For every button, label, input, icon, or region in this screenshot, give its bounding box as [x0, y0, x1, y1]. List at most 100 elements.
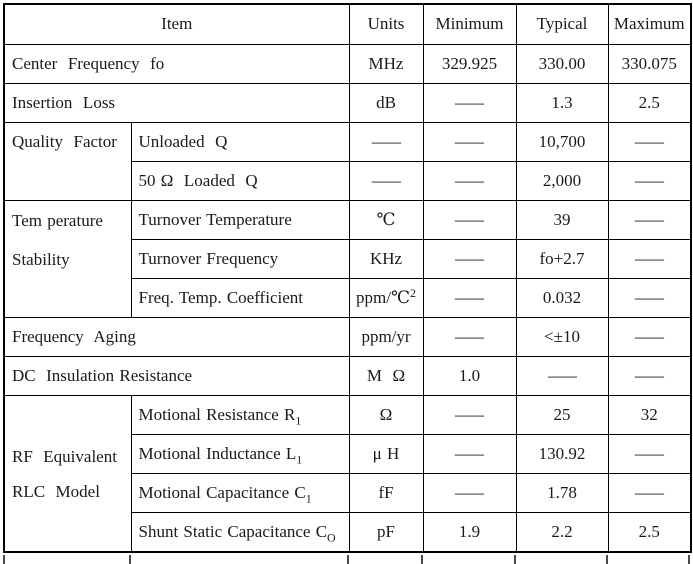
header-row: Item Units Minimum Typical Maximum — [3, 3, 692, 45]
minimum-value: — — [455, 131, 484, 151]
cell-maximum: — — [607, 316, 692, 358]
cell-maximum: — — [607, 277, 692, 318]
units-value: pF — [377, 522, 395, 542]
col-header-minimum: Minimum — [422, 3, 517, 45]
minimum-value: — — [455, 170, 484, 190]
cell-maximum: 2.5 — [607, 512, 692, 553]
col-header-typical-label: Typical — [536, 14, 588, 34]
cell-minimum: — — [422, 473, 517, 514]
table-row: DC Insulation Resistance M Ω 1.0 — — — [3, 355, 692, 397]
item-subscript: 1 — [295, 413, 302, 428]
item-label: Unloaded Q — [138, 131, 228, 151]
typical-value: 130.92 — [538, 444, 586, 464]
cell-typical: 10,700 — [515, 121, 609, 162]
maximum-value: 32 — [640, 405, 658, 425]
item-subscript: O — [327, 530, 336, 545]
table-row: Motional Inductance L1 μ H — 130.92 — — [4, 434, 692, 475]
minimum-value: — — [455, 248, 484, 268]
cell-units: μ H — [348, 434, 424, 475]
spec-table: Item Units Minimum Typical Maximum Cente… — [3, 3, 692, 553]
cell-units: dB — [348, 82, 424, 123]
units-value: ℃ — [376, 209, 396, 229]
table-row: Tem perature Stability Turnover Temperat… — [3, 199, 692, 318]
units-value: MHz — [368, 53, 404, 73]
cut-off-table-line — [129, 555, 131, 564]
minimum-value: — — [455, 287, 484, 307]
cell-units: ℃ — [348, 199, 424, 240]
typical-value: fo+2.7 — [539, 248, 585, 268]
cut-off-table-line — [688, 555, 690, 564]
maximum-value: — — [634, 209, 664, 229]
cell-minimum: 329.925 — [422, 43, 517, 84]
table-row: Quality Factor Unloaded Q — — 10,700 — — [3, 121, 692, 201]
cut-off-table-line — [347, 555, 349, 564]
item-label: Turnover Temperature — [138, 209, 292, 229]
maximum-value: — — [634, 287, 664, 307]
cut-off-table-line — [3, 555, 5, 564]
cell-typical: 39 — [515, 199, 609, 240]
cell-typical: 130.92 — [515, 434, 609, 475]
cell-minimum: — — [422, 316, 517, 358]
typical-value: 10,700 — [538, 131, 586, 151]
item-subscript: 1 — [305, 491, 312, 506]
cell-minimum: — — [422, 82, 517, 123]
table-row: Center Frequency fo MHz 329.925 330.00 3… — [3, 43, 692, 84]
cell-units: fF — [348, 473, 424, 514]
cell-typical: 330.00 — [515, 43, 609, 84]
cell-item: Motional Inductance L1 — [130, 434, 350, 475]
cell-typical: 1.3 — [515, 82, 609, 123]
cell-minimum: — — [422, 238, 517, 279]
col-header-minimum-label: Minimum — [435, 14, 504, 34]
col-header-maximum-label: Maximum — [613, 14, 685, 34]
units-value: dB — [376, 92, 396, 112]
cell-item: Center Frequency fo — [3, 43, 350, 84]
cut-off-table-line — [514, 555, 516, 564]
cell-minimum: 1.0 — [422, 355, 517, 397]
units-value: ppm/℃ — [356, 287, 410, 307]
minimum-value: 1.0 — [458, 366, 481, 386]
item-label: DC Insulation Resistance — [12, 366, 193, 386]
cell-item: Turnover Temperature — [130, 199, 350, 240]
item-label: Motional Capacitance C — [138, 483, 306, 503]
cell-maximum: — — [607, 355, 692, 397]
item-label: Insertion Loss — [12, 92, 116, 112]
item-subscript: 1 — [296, 452, 303, 467]
typical-value: <±10 — [544, 326, 580, 346]
cell-maximum: 330.075 — [607, 43, 692, 84]
maximum-value: 2.5 — [638, 92, 660, 112]
maximum-value: — — [634, 248, 664, 268]
cell-maximum: — — [607, 160, 692, 201]
cell-minimum: — — [422, 121, 517, 162]
typical-value: 39 — [553, 209, 571, 229]
cell-typical: 1.78 — [515, 473, 609, 514]
typical-value: 0.032 — [542, 287, 582, 307]
cell-units: MHz — [348, 43, 424, 84]
col-header-maximum: Maximum — [607, 3, 692, 45]
minimum-value: 1.9 — [458, 522, 481, 542]
typical-value: 25 — [553, 405, 571, 425]
minimum-value: — — [455, 92, 484, 112]
units-value: fF — [378, 483, 394, 503]
table-row: Insertion Loss dB — 1.3 2.5 — [3, 82, 692, 123]
units-value: ppm/yr — [361, 326, 411, 346]
cell-minimum: — — [422, 434, 517, 475]
maximum-value: — — [634, 131, 664, 151]
item-label: Motional Resistance R — [138, 405, 296, 425]
units-value: — — [371, 170, 401, 190]
cell-maximum: — — [607, 199, 692, 240]
cell-item: Motional Resistance R1 — [130, 395, 350, 436]
cell-units: ppm/yr — [348, 316, 424, 358]
cell-typical: 0.032 — [515, 277, 609, 318]
units-value: Ω — [379, 405, 393, 425]
table-row: RF Equivalent RLC Model Motional Resista… — [3, 395, 692, 553]
typical-value: 2,000 — [542, 170, 582, 190]
typical-value: 1.78 — [547, 483, 577, 503]
cell-minimum: — — [422, 395, 517, 436]
cell-minimum: 1.9 — [422, 512, 517, 553]
item-label: Center Frequency fo — [12, 53, 165, 73]
maximum-value: — — [634, 483, 664, 503]
cell-units: Ω — [348, 395, 424, 436]
units-superscript: 2 — [409, 285, 416, 300]
item-label: Motional Inductance L — [138, 444, 297, 464]
